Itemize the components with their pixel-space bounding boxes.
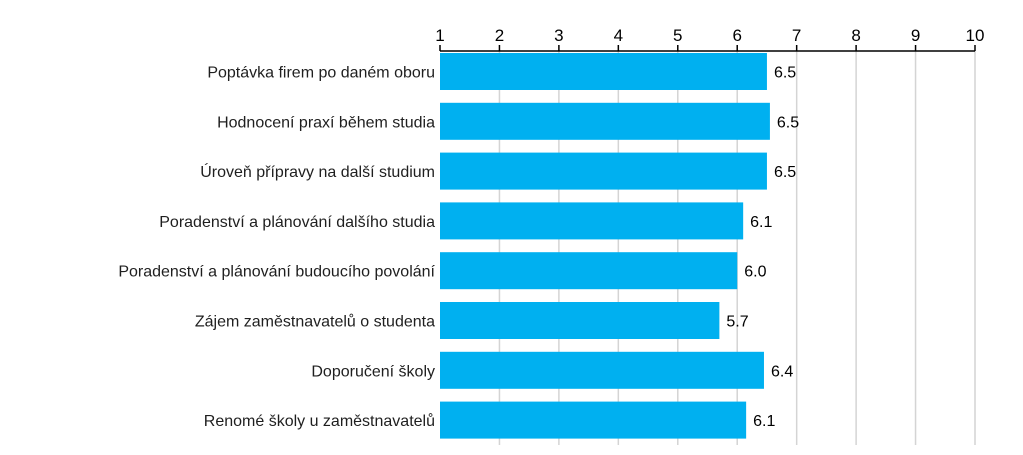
tick-label-7: 7 xyxy=(792,26,801,45)
bar-4 xyxy=(440,202,744,240)
bar-1 xyxy=(440,53,767,90)
bar-2 xyxy=(440,102,770,140)
category-label-4: Poradenství a plánování dalšího studia xyxy=(159,214,435,231)
category-label-6: Zájem zaměstnavatelů o studenta xyxy=(195,313,435,331)
data-labels: 6.5 6.5 6.5 6.1 6.0 5.7 6.4 6.1 xyxy=(726,65,799,431)
data-label-8: 6.1 xyxy=(753,413,775,430)
tick-label-4: 4 xyxy=(614,26,623,45)
bar-3 xyxy=(440,152,767,190)
tick-label-10: 10 xyxy=(966,26,985,45)
bar-6 xyxy=(440,302,720,339)
data-label-7: 6.4 xyxy=(771,363,793,380)
category-label-1: Poptávka firem po daném oboru xyxy=(207,65,435,82)
category-label-3: Úroveň přípravy na další studium xyxy=(200,162,435,181)
tick-label-2: 2 xyxy=(495,26,504,45)
tick-label-9: 9 xyxy=(911,26,920,45)
category-label-7: Doporučení školy xyxy=(311,363,435,380)
data-label-6: 5.7 xyxy=(726,314,748,331)
data-label-4: 6.1 xyxy=(750,214,772,231)
tick-label-1: 1 xyxy=(435,26,444,45)
bar-7 xyxy=(440,351,764,389)
x-axis-ticks: 1 2 3 4 5 6 7 8 9 10 xyxy=(435,26,984,51)
tick-label-5: 5 xyxy=(673,26,682,45)
tick-label-8: 8 xyxy=(851,26,860,45)
category-labels: Poptávka firem po daném oboru Hodnocení p… xyxy=(118,65,435,431)
data-label-2: 6.5 xyxy=(777,114,799,131)
data-label-5: 6.0 xyxy=(744,264,766,281)
data-label-3: 6.5 xyxy=(774,164,796,181)
category-label-8: Renomé školy u zaměstnavatelů xyxy=(204,412,435,430)
bar-5 xyxy=(440,252,738,290)
category-label-2: Hodnocení praxí během studia xyxy=(217,114,435,131)
category-label-5: Poradenství a plánování budoucího povolá… xyxy=(118,264,435,281)
tick-label-3: 3 xyxy=(554,26,563,45)
bar-8 xyxy=(440,401,747,439)
data-label-1: 6.5 xyxy=(774,65,796,82)
bars xyxy=(440,53,770,439)
tick-label-6: 6 xyxy=(732,26,741,45)
